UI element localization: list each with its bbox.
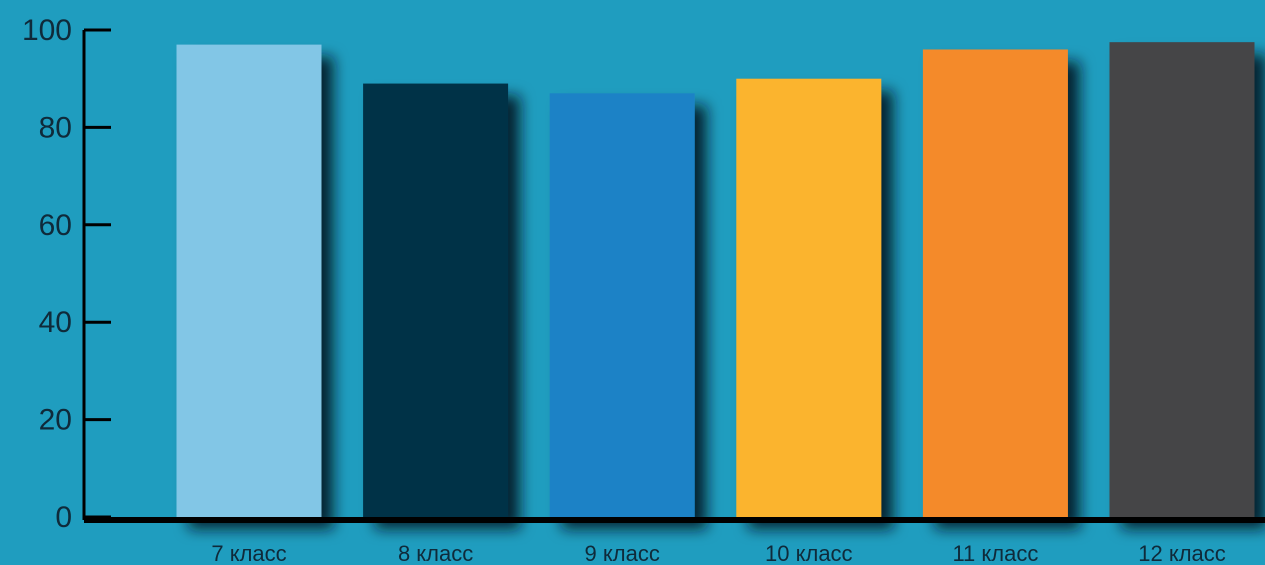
bars-layer — [176, 42, 1255, 518]
y-ticks-layer: 0 20 40 60 80 100 — [22, 14, 111, 534]
bar-1 — [176, 44, 322, 518]
y-tick-label: 60 — [39, 209, 72, 242]
x-category-label: 12 класс — [1138, 541, 1226, 565]
y-tick-label: 20 — [39, 404, 72, 437]
x-category-label: 7 класс — [211, 541, 286, 565]
y-tick-label: 100 — [22, 14, 72, 47]
bar-2 — [363, 83, 509, 517]
bar-6 — [1109, 42, 1255, 518]
x-category-label: 9 класс — [585, 541, 660, 565]
x-category-labels: 7 класс 8 класс 9 класс 10 класс 11 класс 12 … — [211, 541, 1225, 565]
y-tick-label: 0 — [55, 501, 72, 534]
x-category-label: 8 класс — [398, 541, 473, 565]
axes-layer — [82, 30, 1265, 523]
bar-3 — [549, 93, 695, 517]
y-tick-label: 40 — [39, 306, 72, 339]
x-category-label: 11 класс — [952, 541, 1038, 565]
y-tick-label: 80 — [39, 111, 72, 144]
bar-4 — [736, 78, 882, 517]
bar-5 — [922, 49, 1068, 517]
x-category-label: 10 класс — [765, 541, 853, 565]
